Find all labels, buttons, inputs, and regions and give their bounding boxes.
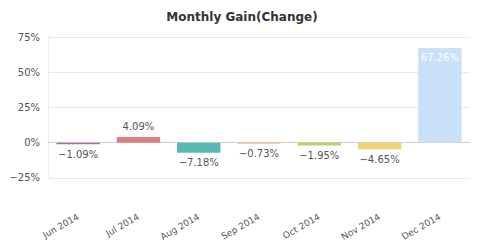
svg-text:Dec 2014: Dec 2014	[400, 211, 443, 241]
svg-text:Nov 2014: Nov 2014	[340, 211, 383, 241]
svg-text:Aug 2014: Aug 2014	[159, 211, 202, 241]
svg-text:−0.73%: −0.73%	[239, 148, 279, 159]
svg-text:4.09%: 4.09%	[123, 121, 155, 132]
svg-text:Monthly Gain(Change): Monthly Gain(Change)	[166, 10, 317, 24]
svg-text:Oct 2014: Oct 2014	[281, 211, 322, 240]
svg-text:0%: 0%	[24, 137, 40, 148]
svg-text:−4.65%: −4.65%	[359, 154, 399, 165]
svg-text:67.26%: 67.26%	[421, 52, 459, 63]
svg-text:50%: 50%	[18, 67, 40, 78]
svg-text:Jun 2014: Jun 2014	[40, 211, 81, 240]
svg-text:Sep 2014: Sep 2014	[220, 211, 262, 241]
svg-text:25%: 25%	[18, 102, 40, 113]
svg-text:75%: 75%	[18, 32, 40, 43]
svg-text:−1.09%: −1.09%	[58, 149, 98, 160]
svg-text:−25%: −25%	[9, 172, 40, 183]
svg-text:−1.95%: −1.95%	[299, 150, 339, 161]
svg-text:Jul 2014: Jul 2014	[103, 211, 141, 239]
svg-text:−7.18%: −7.18%	[179, 157, 219, 168]
